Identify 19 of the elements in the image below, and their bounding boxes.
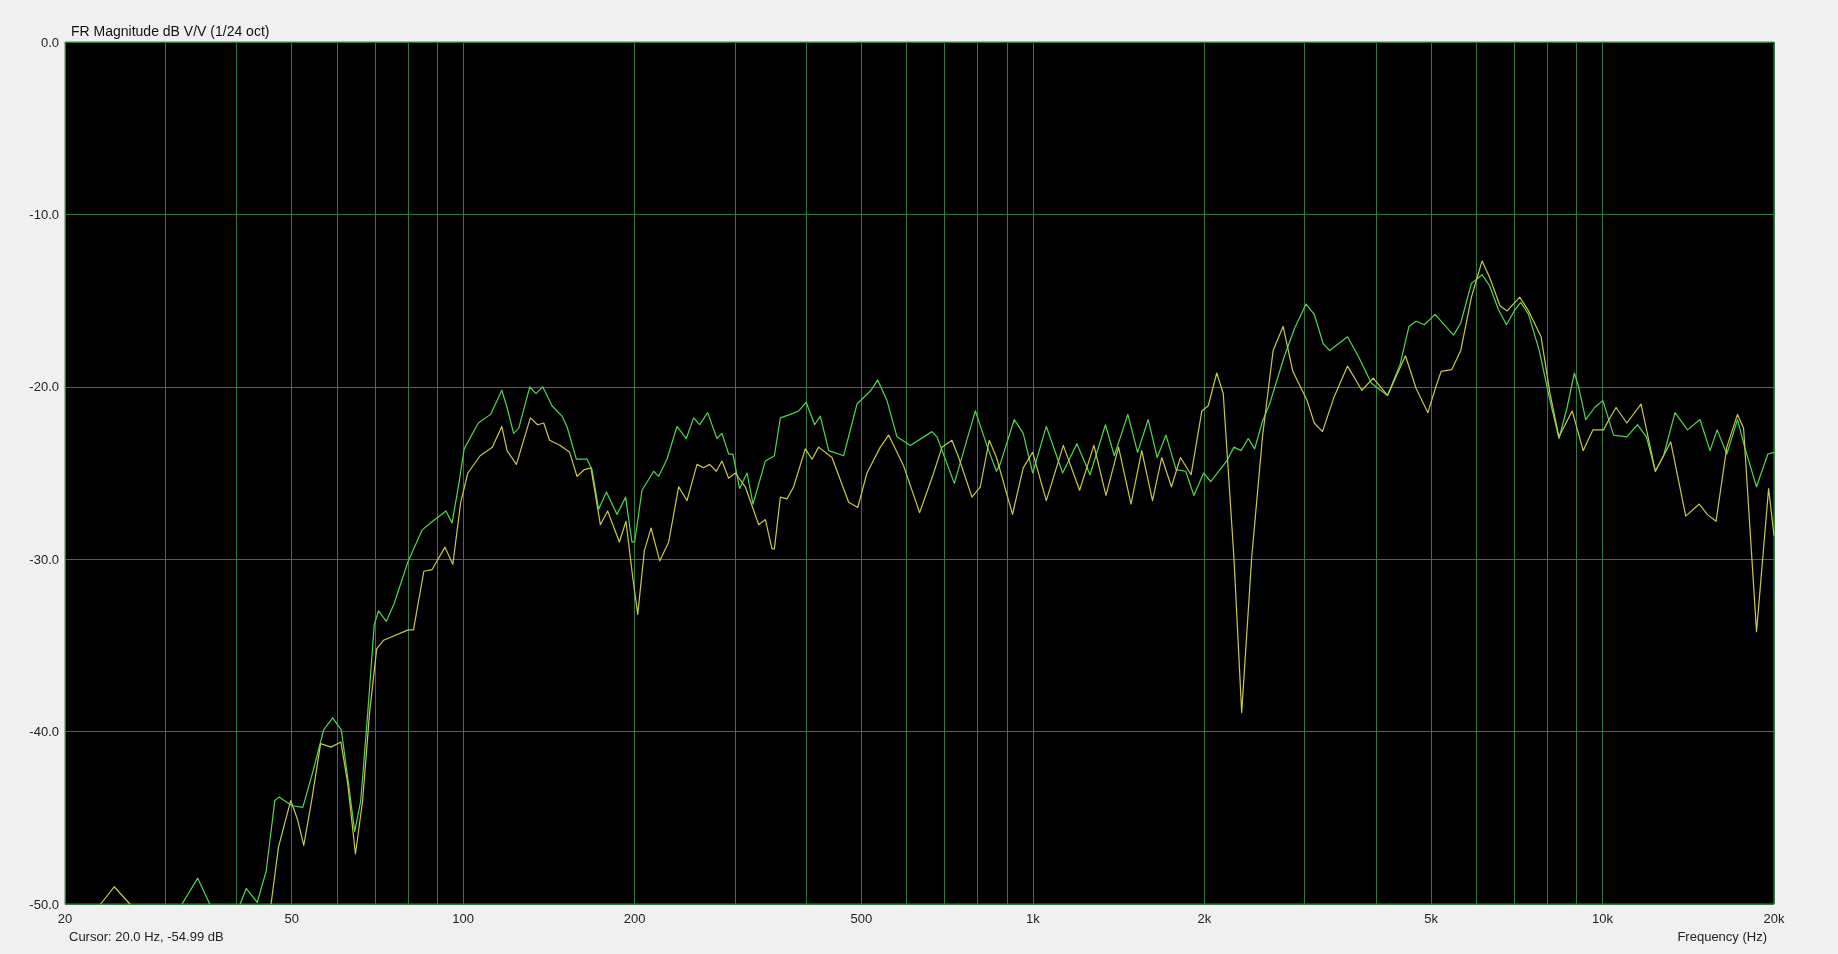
- text: Cursor: 20.0 Hz, -54.99 dB: [69, 929, 224, 944]
- chart-title: FR Magnitude dB V/V (1/24 oct): [71, 23, 270, 39]
- x-axis-title: Frequency (Hz): [1677, 929, 1767, 944]
- x-tick-label: 200: [623, 911, 646, 926]
- x-tick-label: 2k: [1197, 911, 1212, 926]
- x-tick-label: 100: [452, 911, 475, 926]
- y-tick-label: -10.0: [29, 206, 59, 222]
- x-tick-label: 20: [57, 911, 73, 926]
- y-tick-label: -30.0: [29, 551, 59, 567]
- y-tick-label: -20.0: [29, 379, 59, 395]
- x-tick-label: 1k: [1025, 911, 1041, 926]
- y-tick-label: -40.0: [29, 724, 59, 740]
- x-tick-label: 5k: [1424, 911, 1439, 926]
- x-tick-label: 20k: [1763, 911, 1785, 926]
- x-tick-label: 50: [284, 911, 299, 926]
- y-tick-label: 0.0: [40, 34, 59, 50]
- x-tick-label: 10k: [1592, 911, 1614, 926]
- x-tick-label: 500: [850, 911, 873, 926]
- y-tick-label: -50.0: [29, 896, 59, 912]
